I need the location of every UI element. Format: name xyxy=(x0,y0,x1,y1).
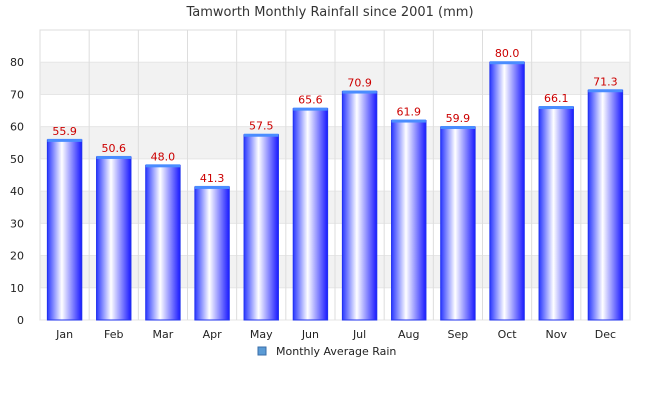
bar-feb xyxy=(96,155,132,321)
y-tick-label: 10 xyxy=(10,282,24,295)
y-tick-label: 20 xyxy=(10,250,24,263)
bar-body xyxy=(440,126,476,321)
bar-body xyxy=(194,186,230,321)
bars xyxy=(46,61,624,321)
bar-body xyxy=(341,91,378,321)
x-tick-label: Sep xyxy=(448,328,469,341)
x-tick-label: Oct xyxy=(498,328,518,341)
data-label: 41.3 xyxy=(200,172,225,185)
bar-body xyxy=(587,89,624,321)
x-tick-label: Aug xyxy=(398,328,419,341)
y-tick-label: 80 xyxy=(10,56,24,69)
bar-jun xyxy=(292,107,329,321)
bar-body xyxy=(538,106,574,321)
bar-dec xyxy=(587,89,624,321)
x-tick-label: Jan xyxy=(55,328,73,341)
bar-body xyxy=(96,156,132,321)
legend-label: Monthly Average Rain xyxy=(276,345,396,358)
legend: Monthly Average Rain xyxy=(257,345,396,358)
bar-jan xyxy=(46,138,83,321)
data-label: 70.9 xyxy=(347,77,372,90)
bar-may xyxy=(243,133,279,321)
bar-cap xyxy=(293,107,328,111)
bar-body xyxy=(46,139,83,321)
y-axis-tick-labels: 0 10 20 30 40 50 60 70 80 xyxy=(10,56,24,327)
data-label: 57.5 xyxy=(249,120,274,133)
data-label: 55.9 xyxy=(52,125,77,138)
bar-body xyxy=(243,134,279,321)
x-tick-label: Nov xyxy=(546,328,568,341)
chart-title: Tamworth Monthly Rainfall since 2001 (mm… xyxy=(185,5,473,20)
y-tick-label: 0 xyxy=(17,314,24,327)
bar-body xyxy=(489,61,525,321)
bar-mar xyxy=(145,164,181,321)
x-tick-label: Mar xyxy=(153,328,174,341)
bar-cap xyxy=(194,185,230,189)
bar-cap xyxy=(244,133,279,137)
bar-body xyxy=(391,120,427,321)
y-tick-label: 60 xyxy=(10,121,24,134)
bar-cap xyxy=(391,119,426,123)
bar-oct xyxy=(489,61,525,321)
bar-aug xyxy=(391,119,427,321)
x-axis-tick-labels: Jan Feb Mar Apr May Jun Jul Aug Sep Oct Nov Dec xyxy=(55,328,616,341)
bar-cap xyxy=(342,90,377,94)
bar-cap xyxy=(47,138,82,142)
x-tick-label: Dec xyxy=(595,328,616,341)
x-tick-label: Jul xyxy=(352,328,366,341)
data-labels: 55.9 50.6 48.0 41.3 57.5 65.6 70.9 61.9 59.9 80.0… xyxy=(52,47,617,185)
y-tick-label: 70 xyxy=(10,88,24,101)
bar-cap xyxy=(96,155,131,159)
data-label: 65.6 xyxy=(298,94,323,107)
y-tick-label: 50 xyxy=(10,153,24,166)
bar-nov xyxy=(538,106,574,321)
x-tick-label: Jun xyxy=(301,328,319,341)
bar-cap xyxy=(440,125,476,129)
data-label: 66.1 xyxy=(544,92,569,105)
bar-cap xyxy=(489,61,525,65)
bar-jul xyxy=(341,90,378,321)
data-label: 48.0 xyxy=(151,150,176,163)
data-label: 61.9 xyxy=(397,106,422,119)
bar-body xyxy=(145,164,181,321)
data-label: 80.0 xyxy=(495,47,520,60)
legend-marker xyxy=(257,346,267,356)
bar-cap xyxy=(539,106,574,110)
x-tick-label: Apr xyxy=(203,328,223,341)
bar-cap xyxy=(145,164,181,168)
y-tick-label: 30 xyxy=(10,217,24,230)
bar-sep xyxy=(440,125,476,321)
bar-body xyxy=(292,108,329,321)
data-label: 71.3 xyxy=(593,75,618,88)
bar-apr xyxy=(194,185,230,321)
x-tick-label: Feb xyxy=(104,328,123,341)
grid-lines xyxy=(40,30,630,321)
y-tick-label: 40 xyxy=(10,185,24,198)
data-label: 50.6 xyxy=(102,142,127,155)
data-label: 59.9 xyxy=(446,112,471,125)
bar-cap xyxy=(588,89,623,93)
x-tick-label: May xyxy=(250,328,273,341)
